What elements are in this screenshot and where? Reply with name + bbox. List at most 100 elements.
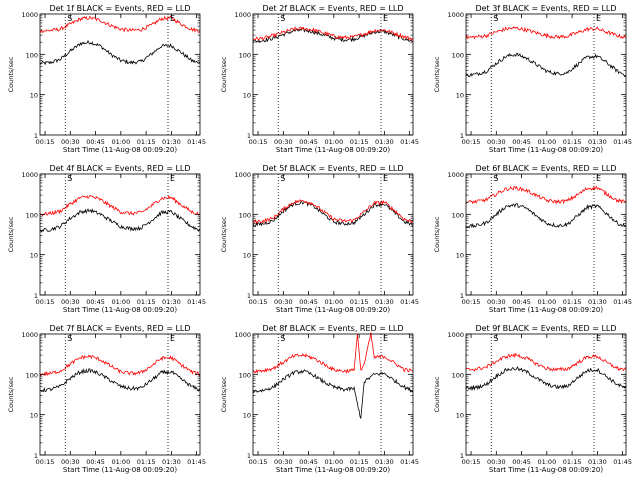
time-marker-label: E bbox=[596, 174, 601, 183]
x-tick-label: 00:45 bbox=[299, 298, 318, 306]
x-tick-label: 01:00 bbox=[537, 138, 556, 146]
x-tick-label: 00:15 bbox=[249, 298, 268, 306]
plot-frame bbox=[252, 13, 414, 136]
x-tick-label: 01:45 bbox=[400, 298, 419, 306]
lld-series-line bbox=[465, 352, 627, 372]
y-tick-label: 1000 bbox=[234, 331, 251, 339]
x-axis-label: Start Time (11-Aug-08 00:09:20) bbox=[63, 306, 177, 314]
y-axis-label: Counts/sec bbox=[220, 376, 228, 412]
x-tick-label: 00:15 bbox=[249, 458, 268, 466]
panel-title: Det 8f BLACK = Events, RED = LLD bbox=[262, 324, 403, 333]
y-tick-label: 10 bbox=[30, 252, 38, 260]
time-marker-label: S bbox=[493, 14, 498, 23]
panel-title: Det 5f BLACK = Events, RED = LLD bbox=[262, 164, 403, 173]
panel-title: Det 6f BLACK = Events, RED = LLD bbox=[475, 164, 616, 173]
lld-series-line bbox=[465, 26, 627, 40]
x-tick-label: 00:30 bbox=[61, 138, 80, 146]
x-tick-label: 00:15 bbox=[462, 458, 481, 466]
y-axis-label: Counts/sec bbox=[220, 216, 228, 252]
plot-frame bbox=[39, 333, 201, 456]
x-tick-label: 01:45 bbox=[400, 458, 419, 466]
events-series-line bbox=[39, 368, 201, 393]
panel-title: Det 3f BLACK = Events, RED = LLD bbox=[475, 4, 616, 13]
time-marker-label: E bbox=[170, 334, 175, 343]
x-tick-label: 00:15 bbox=[462, 138, 481, 146]
x-tick-label: 01:30 bbox=[162, 138, 181, 146]
y-tick-label: 100 bbox=[452, 211, 464, 219]
x-tick-label: 01:15 bbox=[350, 298, 369, 306]
y-tick-label: 1000 bbox=[21, 331, 38, 339]
lld-series-line bbox=[252, 332, 414, 374]
events-series-line bbox=[465, 52, 627, 78]
x-tick-label: 01:00 bbox=[537, 458, 556, 466]
y-axis-label: Counts/sec bbox=[433, 56, 441, 92]
x-tick-label: 00:15 bbox=[36, 138, 55, 146]
x-tick-label: 00:30 bbox=[487, 298, 506, 306]
x-tick-label: 01:15 bbox=[137, 138, 156, 146]
time-marker-label: E bbox=[170, 174, 175, 183]
y-tick-label: 1 bbox=[34, 452, 38, 460]
events-series-line bbox=[39, 39, 201, 66]
x-tick-label: 00:30 bbox=[274, 138, 293, 146]
y-tick-label: 1000 bbox=[234, 171, 251, 179]
y-axis-label: Counts/sec bbox=[433, 216, 441, 252]
x-tick-label: 01:15 bbox=[350, 138, 369, 146]
panel-title: Det 2f BLACK = Events, RED = LLD bbox=[262, 4, 403, 13]
x-tick-label: 01:00 bbox=[111, 138, 130, 146]
y-axis-label: Counts/sec bbox=[7, 376, 15, 412]
x-tick-label: 01:15 bbox=[563, 458, 582, 466]
x-tick-label: 00:30 bbox=[274, 298, 293, 306]
y-axis-label: Counts/sec bbox=[433, 376, 441, 412]
x-tick-label: 01:45 bbox=[187, 138, 206, 146]
x-axis-label: Start Time (11-Aug-08 00:09:20) bbox=[489, 466, 603, 474]
plot-frame bbox=[465, 13, 627, 136]
x-tick-label: 01:15 bbox=[350, 458, 369, 466]
y-tick-label: 1 bbox=[34, 292, 38, 300]
time-marker-label: S bbox=[67, 14, 72, 23]
x-tick-label: 01:45 bbox=[400, 138, 419, 146]
time-marker-label: E bbox=[383, 174, 388, 183]
x-tick-label: 01:15 bbox=[137, 458, 156, 466]
y-tick-label: 100 bbox=[26, 51, 38, 59]
x-tick-label: 01:45 bbox=[613, 298, 632, 306]
lld-series-line bbox=[252, 199, 414, 224]
x-tick-label: 01:00 bbox=[537, 298, 556, 306]
lld-series-line bbox=[465, 184, 627, 205]
x-tick-label: 01:45 bbox=[187, 458, 206, 466]
y-tick-label: 10 bbox=[456, 252, 464, 260]
x-tick-label: 00:30 bbox=[274, 458, 293, 466]
x-tick-label: 01:00 bbox=[111, 298, 130, 306]
x-tick-label: 01:30 bbox=[588, 458, 607, 466]
y-tick-label: 1000 bbox=[447, 11, 464, 19]
y-tick-label: 100 bbox=[452, 51, 464, 59]
time-marker-label: S bbox=[280, 334, 285, 343]
x-axis-label: Start Time (11-Aug-08 00:09:20) bbox=[276, 306, 390, 314]
plot-frame bbox=[39, 173, 201, 296]
time-marker-label: E bbox=[596, 14, 601, 23]
x-tick-label: 01:30 bbox=[375, 298, 394, 306]
events-series-line bbox=[252, 27, 414, 44]
x-tick-label: 00:45 bbox=[299, 138, 318, 146]
x-tick-label: 00:45 bbox=[86, 458, 105, 466]
plot-frame bbox=[465, 173, 627, 296]
x-tick-label: 00:45 bbox=[86, 138, 105, 146]
events-series-line bbox=[252, 369, 414, 419]
x-tick-label: 01:30 bbox=[375, 458, 394, 466]
y-tick-label: 10 bbox=[243, 92, 251, 100]
plot-frame bbox=[252, 173, 414, 296]
x-tick-label: 01:30 bbox=[162, 298, 181, 306]
x-tick-label: 01:30 bbox=[162, 458, 181, 466]
x-tick-label: 00:15 bbox=[36, 298, 55, 306]
y-tick-label: 1000 bbox=[21, 11, 38, 19]
y-axis-label: Counts/sec bbox=[7, 216, 15, 252]
x-tick-label: 01:45 bbox=[187, 298, 206, 306]
time-marker-label: S bbox=[67, 174, 72, 183]
lld-series-line bbox=[39, 194, 200, 217]
x-tick-label: 00:30 bbox=[61, 298, 80, 306]
